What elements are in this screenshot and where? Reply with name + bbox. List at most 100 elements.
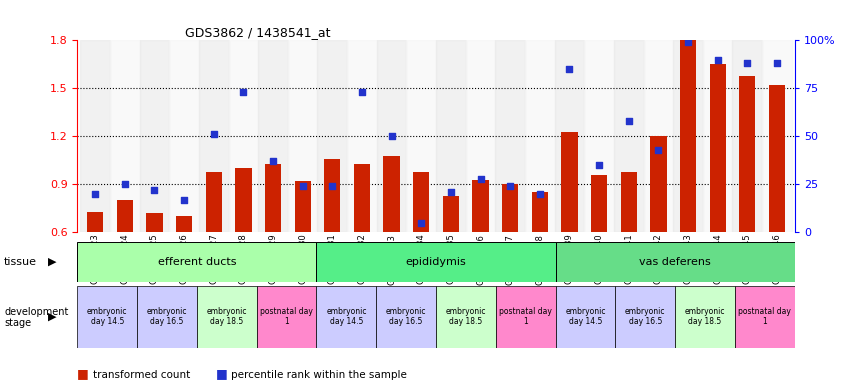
Bar [703,40,733,232]
Text: ▶: ▶ [48,257,56,267]
Text: ▶: ▶ [48,312,56,322]
Text: postnatal day
1: postnatal day 1 [738,307,791,326]
Bar [442,195,459,232]
Text: development: development [4,307,69,317]
Bar [762,40,791,232]
Point [355,89,368,95]
Bar [406,40,436,232]
Point [415,220,428,226]
Text: ■: ■ [216,367,228,380]
Bar [258,40,288,232]
Text: percentile rank within the sample: percentile rank within the sample [231,370,407,380]
Text: stage: stage [4,318,31,328]
Bar [473,180,489,232]
Bar [197,286,257,348]
Bar [354,164,370,232]
Text: epididymis: epididymis [405,257,467,267]
Bar [205,172,222,232]
Point [652,147,665,153]
Bar [710,65,726,232]
Bar [294,181,311,232]
Bar [176,216,193,232]
Point [177,197,191,203]
Bar [466,40,495,232]
Bar [650,136,667,232]
Text: embryonic
day 14.5: embryonic day 14.5 [326,307,367,326]
Bar [525,40,554,232]
Point [385,133,399,139]
Bar [591,175,607,232]
Text: embryonic
day 14.5: embryonic day 14.5 [87,307,128,326]
Point [504,183,517,189]
Text: embryonic
day 16.5: embryonic day 16.5 [625,307,665,326]
Text: transformed count: transformed count [93,370,190,380]
Bar [77,286,137,348]
Bar [496,286,556,348]
Text: embryonic
day 16.5: embryonic day 16.5 [386,307,426,326]
Text: GDS3862 / 1438541_at: GDS3862 / 1438541_at [185,26,331,39]
Bar [673,40,703,232]
Point [118,181,131,187]
Point [267,158,280,164]
Point [236,89,250,95]
Bar [324,159,341,232]
Point [207,131,220,137]
Bar [413,172,430,232]
Text: tissue: tissue [4,257,37,267]
Bar [169,40,199,232]
Bar [495,40,525,232]
Point [592,162,606,168]
Point [711,56,724,63]
Bar [680,37,696,232]
Point [681,39,695,45]
Text: efferent ducts: efferent ducts [157,257,236,267]
Bar [556,242,795,282]
Text: ■: ■ [77,367,89,380]
Bar [502,184,518,232]
Point [473,175,487,182]
Point [148,187,161,193]
Bar [675,286,735,348]
Point [296,183,309,189]
Bar [436,286,496,348]
Bar [316,286,376,348]
Bar [81,40,110,232]
Bar [347,40,377,232]
Bar [554,40,584,232]
Bar [229,40,258,232]
Bar [561,131,578,232]
Bar [288,40,318,232]
Point [88,191,102,197]
Bar [643,40,673,232]
Bar [532,192,548,232]
Bar [556,286,616,348]
Point [563,66,576,72]
Bar [769,85,785,232]
Bar [614,40,643,232]
Text: embryonic
day 14.5: embryonic day 14.5 [565,307,606,326]
Point [770,60,784,66]
Bar [383,156,399,232]
Bar [140,40,169,232]
Text: embryonic
day 18.5: embryonic day 18.5 [446,307,486,326]
Point [622,118,636,124]
Point [444,189,458,195]
Bar [117,200,133,232]
Bar [735,286,795,348]
Bar [621,172,637,232]
Bar [110,40,140,232]
Bar [257,286,316,348]
Bar [235,168,251,232]
Bar [265,164,281,232]
Bar [584,40,614,232]
Bar [616,286,675,348]
Text: embryonic
day 18.5: embryonic day 18.5 [685,307,725,326]
Text: vas deferens: vas deferens [639,257,711,267]
Text: embryonic
day 16.5: embryonic day 16.5 [147,307,188,326]
Bar [436,40,466,232]
Bar [318,40,347,232]
Text: postnatal day
1: postnatal day 1 [500,307,553,326]
Bar [376,286,436,348]
Point [741,60,754,66]
Bar [87,212,103,232]
